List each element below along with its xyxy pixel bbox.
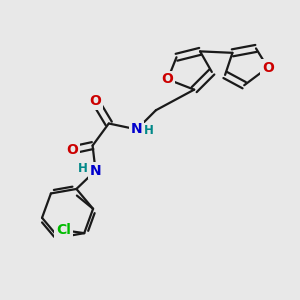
Text: O: O — [66, 143, 78, 157]
Text: H: H — [144, 124, 154, 137]
Text: N: N — [131, 122, 142, 136]
Text: N: N — [90, 164, 101, 178]
Text: H: H — [78, 162, 88, 175]
Text: O: O — [162, 72, 174, 86]
Text: O: O — [90, 94, 101, 108]
Text: O: O — [262, 61, 274, 75]
Text: Cl: Cl — [56, 223, 71, 237]
